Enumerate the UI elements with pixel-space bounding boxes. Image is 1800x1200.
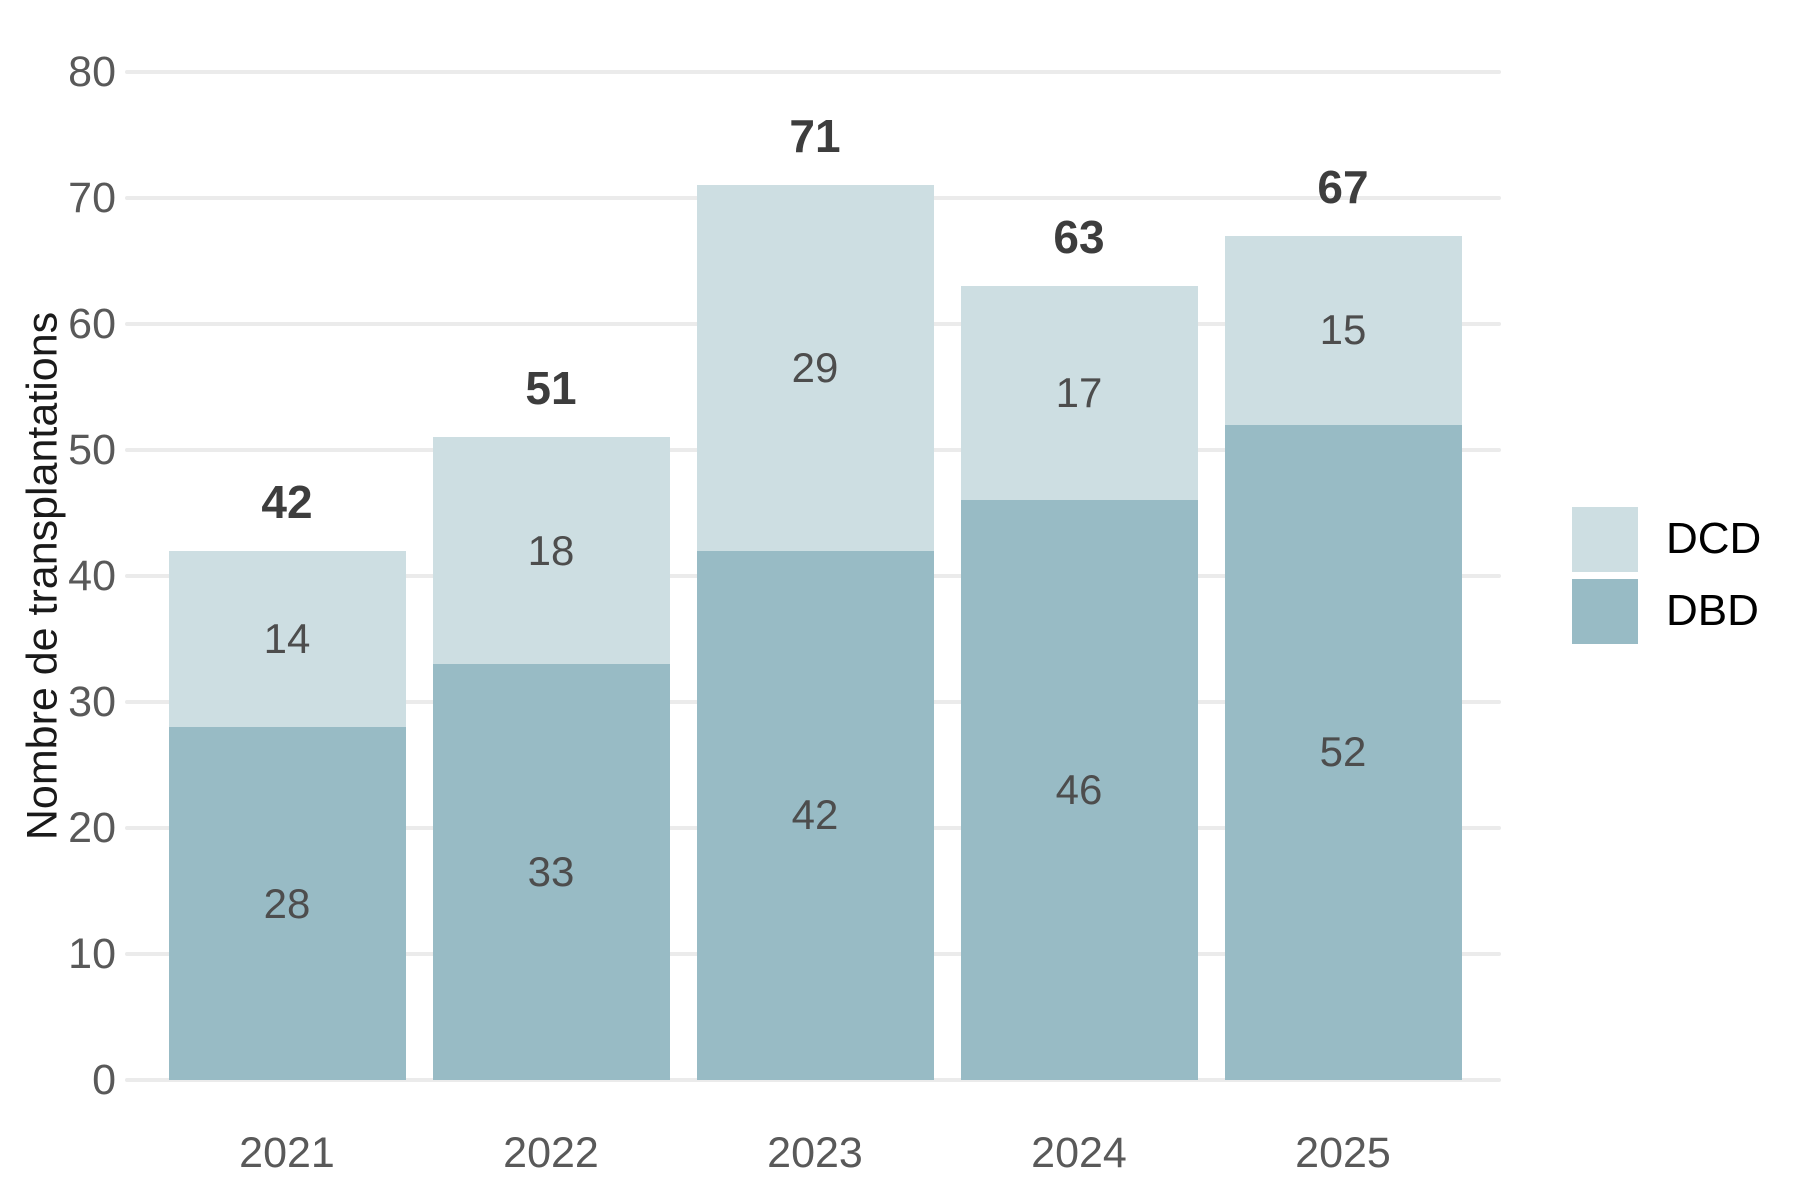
y-tick-label-20: 20 [68, 804, 116, 852]
total-label-2021: 42 [261, 475, 313, 528]
bar-2021-dcd [168, 550, 406, 728]
label-2021-dcd: 14 [263, 615, 311, 662]
legend-swatch-dbd [1572, 579, 1638, 644]
y-tick-label-60: 60 [68, 300, 116, 348]
legend-label-dbd: DBD [1666, 586, 1759, 635]
y-tick-label-0: 0 [92, 1056, 116, 1104]
legend-swatch-dcd [1572, 507, 1638, 572]
gridline-0 [125, 1078, 1501, 1082]
bar-2022-dbd [432, 664, 670, 1080]
total-label-2022: 51 [525, 362, 577, 415]
bar-2025-dcd [1224, 235, 1462, 425]
gridline-80 [125, 70, 1501, 74]
label-2021-dbd: 28 [263, 879, 311, 927]
bar-2024-dbd [960, 500, 1198, 1080]
y-tick-label-70: 70 [68, 174, 116, 222]
x-tick-label-2025: 2025 [1295, 1129, 1391, 1177]
y-axis-title: Nombre de transplantations [18, 311, 67, 841]
total-label-2023: 71 [789, 110, 841, 163]
bar-2024-dcd [960, 286, 1198, 501]
bar-2022-dcd [432, 437, 670, 665]
bar-2021-dbd [168, 727, 406, 1080]
label-2022-dbd: 33 [527, 848, 575, 896]
legend-label-dcd: DCD [1666, 514, 1762, 563]
x-tick-label-2022: 2022 [503, 1129, 599, 1177]
label-2024-dbd: 46 [1055, 766, 1103, 814]
label-2023-dbd: 42 [791, 791, 839, 839]
label-2025-dbd: 52 [1319, 728, 1367, 776]
label-2022-dcd: 18 [527, 526, 575, 574]
y-tick-label-30: 30 [68, 678, 116, 726]
total-label-2024: 63 [1053, 211, 1105, 264]
bar-2025-dbd [1224, 424, 1462, 1080]
x-tick-label-2024: 2024 [1031, 1129, 1127, 1177]
label-2023-dcd: 29 [791, 344, 839, 392]
bar-2023-dcd [696, 185, 934, 551]
x-tick-label-2021: 2021 [239, 1129, 335, 1177]
y-tick-label-50: 50 [68, 426, 116, 474]
bar-2023-dbd [696, 550, 934, 1080]
label-2025-dcd: 15 [1319, 306, 1367, 354]
label-2024-dcd: 17 [1055, 369, 1103, 417]
y-tick-label-80: 80 [68, 48, 116, 96]
total-label-2025: 67 [1317, 160, 1369, 213]
y-tick-label-10: 10 [68, 930, 116, 978]
x-tick-label-2023: 2023 [767, 1129, 863, 1177]
y-tick-label-40: 40 [68, 552, 116, 600]
